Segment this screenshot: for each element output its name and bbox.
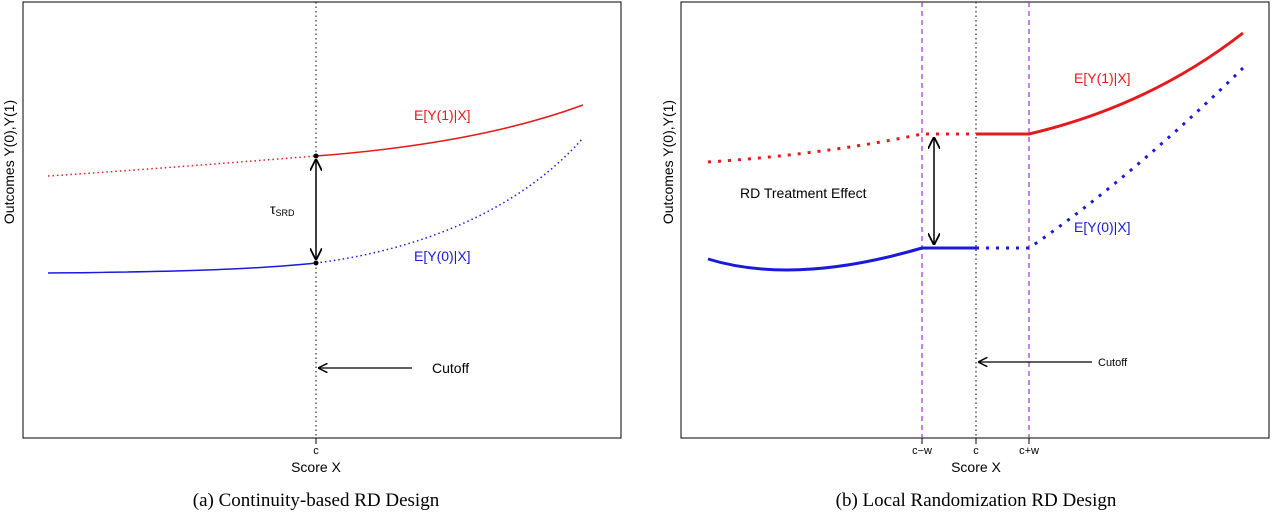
- panel-b: RD Treatment Effect E[Y(1)|X] E[Y(0)|X] …: [660, 1, 1270, 511]
- panel-a-frame: [22, 1, 622, 439]
- panel-b-tick-c: c: [973, 445, 979, 457]
- panel-b-y1-solid: [976, 31, 1244, 136]
- panel-a-y1-dotted: [47, 155, 317, 177]
- panel-b-y0-solid: [707, 246, 976, 272]
- panel-b-cutoff-label: Cutoff: [1098, 357, 1128, 369]
- panel-b-ylabel: Outcomes Y(0),Y(1): [660, 100, 676, 224]
- panel-b-frame: [680, 1, 1270, 439]
- panel-a-y0-label: E[Y(0)|X]: [414, 248, 471, 264]
- panel-a-y1-point: [313, 153, 319, 159]
- panel-b-effect-label: RD Treatment Effect: [740, 185, 867, 201]
- panel-a-y0-point: [313, 260, 319, 266]
- panel-b-tick-cw-minus: c−w: [912, 445, 932, 457]
- panel-a-tick-c: c: [313, 445, 319, 457]
- panel-a-caption: (a) Continuity-based RD Design: [193, 490, 440, 510]
- panel-b-xlabel: Score X: [951, 459, 1001, 475]
- panel-b-caption: (b) Local Randomization RD Design: [836, 490, 1117, 510]
- panel-a-y0-solid: [47, 262, 317, 274]
- panel-a-cutoff-label: Cutoff: [432, 360, 469, 376]
- panel-b-y0-label: E[Y(0)|X]: [1074, 219, 1131, 235]
- panel-a-y1-solid: [315, 104, 584, 157]
- panel-a-tau-label: τSRD: [270, 201, 295, 218]
- panel-b-y1-dotted: [707, 132, 976, 164]
- panel-a-xlabel: Score X: [291, 459, 341, 475]
- panel-a: τSRD E[Y(1)|X] E[Y(0)|X] Cutoff c Score …: [1, 1, 622, 511]
- panel-b-tick-cw-plus: c+w: [1019, 445, 1039, 457]
- panel-a-y1-label: E[Y(1)|X]: [414, 107, 471, 123]
- panel-a-ylabel: Outcomes Y(0),Y(1): [1, 100, 17, 224]
- panel-b-y1-label: E[Y(1)|X]: [1074, 70, 1131, 86]
- panel-a-y0-dotted: [315, 137, 584, 264]
